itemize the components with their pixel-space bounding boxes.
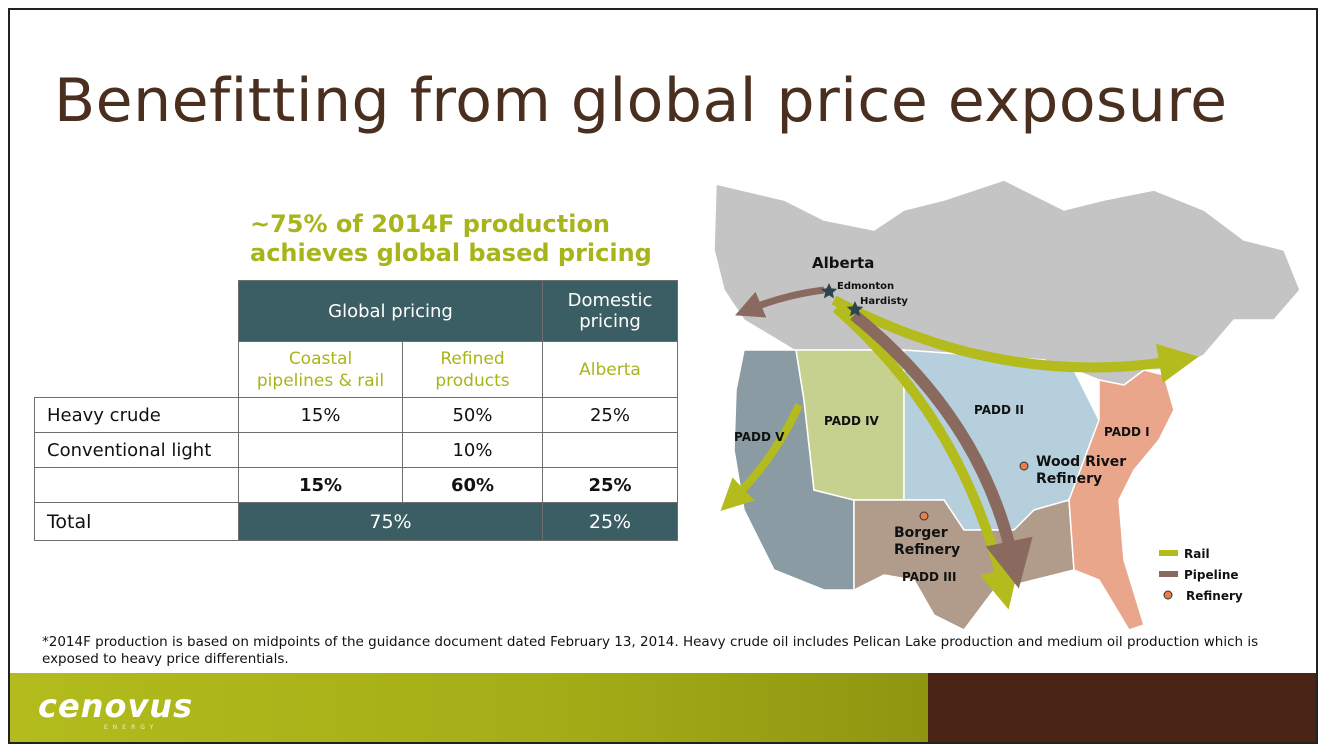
legend-refinery-label: Refinery xyxy=(1186,589,1243,603)
cell-alberta: 25% xyxy=(542,467,678,503)
label-padd-iv: PADD IV xyxy=(824,414,880,428)
subheader-coastal: Coastal pipelines & rail xyxy=(238,341,403,398)
subtitle-line-1: ~75% of 2014F production xyxy=(250,210,611,238)
header-domestic-line-2: pricing xyxy=(579,311,641,332)
label-padd-v: PADD V xyxy=(734,430,785,444)
label-borger-line-1: Borger xyxy=(894,525,948,541)
cenovus-logo-subtext: ENERGY xyxy=(104,724,159,731)
pipeline-arrow-gulf xyxy=(850,310,1033,589)
label-wood-river-line-2: Refinery xyxy=(1036,471,1102,487)
rail-arrow-west xyxy=(720,403,803,512)
legend-pipeline-label: Pipeline xyxy=(1184,568,1239,582)
wood-river-refinery-icon xyxy=(1019,461,1029,471)
label-alberta: Alberta xyxy=(812,254,874,272)
borger-refinery-icon xyxy=(919,511,929,521)
footnote: *2014F production is based on midpoints … xyxy=(42,634,1259,667)
cell-coastal: 15% xyxy=(238,397,403,433)
header-global-pricing: Global pricing xyxy=(238,280,543,342)
subheader-coastal-line-2: pipelines & rail xyxy=(256,370,385,391)
header-domestic-pricing: Domestic pricing xyxy=(542,280,678,342)
total-global: 75% xyxy=(238,502,543,541)
table-row: Heavy crude 15% 50% 25% xyxy=(34,397,678,433)
row-label: Heavy crude xyxy=(34,397,239,433)
label-borger-line-2: Refinery xyxy=(894,542,960,558)
footer-green-band: cenovus ENERGY xyxy=(10,673,928,742)
footer-bar: cenovus ENERGY xyxy=(10,673,1316,742)
subheader-alberta: Alberta xyxy=(542,341,678,398)
subheader-refined: Refined products xyxy=(402,341,543,398)
pricing-table: Global pricing Domestic pricing Coastal … xyxy=(34,280,678,541)
label-hardisty: Hardisty xyxy=(860,296,908,307)
table-corner xyxy=(35,281,239,342)
legend-rail-swatch xyxy=(1159,550,1178,556)
pipeline-arrow-west xyxy=(735,286,825,318)
cenovus-logo: cenovus xyxy=(38,687,194,725)
label-padd-ii: PADD II xyxy=(974,403,1024,417)
subheader-refined-line-2: products xyxy=(435,370,510,391)
north-america-map: Alberta Edmonton Hardisty PADD V PADD IV… xyxy=(713,179,1301,630)
hardisty-star-icon xyxy=(846,301,864,317)
slide-subtitle: ~75% of 2014F production achieves global… xyxy=(250,210,670,268)
slide: Benefitting from global price exposure ~… xyxy=(8,8,1318,744)
cell-coastal xyxy=(238,432,403,468)
label-edmonton: Edmonton xyxy=(837,281,894,292)
cell-refined: 10% xyxy=(402,432,543,468)
legend-refinery-icon xyxy=(1163,590,1173,600)
total-domestic: 25% xyxy=(542,502,678,541)
cell-refined: 50% xyxy=(402,397,543,433)
table-row-total: Total 75% 25% xyxy=(34,502,678,541)
cell-coastal: 15% xyxy=(238,467,403,503)
label-padd-i: PADD I xyxy=(1104,425,1150,439)
table-row-subtotal: 15% 60% 25% xyxy=(34,467,678,503)
subheader-coastal-line-1: Coastal xyxy=(288,348,353,369)
cell-refined: 60% xyxy=(402,467,543,503)
label-padd-iii: PADD III xyxy=(902,570,956,584)
edmonton-star-icon xyxy=(820,283,838,299)
map-legend: Rail Pipeline Refinery xyxy=(1159,547,1243,603)
slide-title: Benefitting from global price exposure xyxy=(54,66,1228,136)
legend-rail-label: Rail xyxy=(1184,547,1210,561)
rail-arrow-east xyxy=(831,295,1199,384)
subtitle-line-2: achieves global based pricing xyxy=(250,239,652,267)
legend-pipeline-swatch xyxy=(1159,571,1178,577)
cell-alberta xyxy=(542,432,678,468)
table-row: Conventional light 10% xyxy=(34,432,678,468)
label-wood-river-line-1: Wood River xyxy=(1036,454,1126,470)
subheader-refined-line-1: Refined xyxy=(440,348,505,369)
header-domestic-line-1: Domestic xyxy=(567,290,653,311)
row-label xyxy=(34,467,239,503)
row-label: Conventional light xyxy=(34,432,239,468)
subheader-corner xyxy=(35,342,239,398)
total-label: Total xyxy=(34,502,239,541)
footer-brown-band xyxy=(928,673,1316,742)
region-padd-iii xyxy=(853,499,1075,630)
cell-alberta: 25% xyxy=(542,397,678,433)
